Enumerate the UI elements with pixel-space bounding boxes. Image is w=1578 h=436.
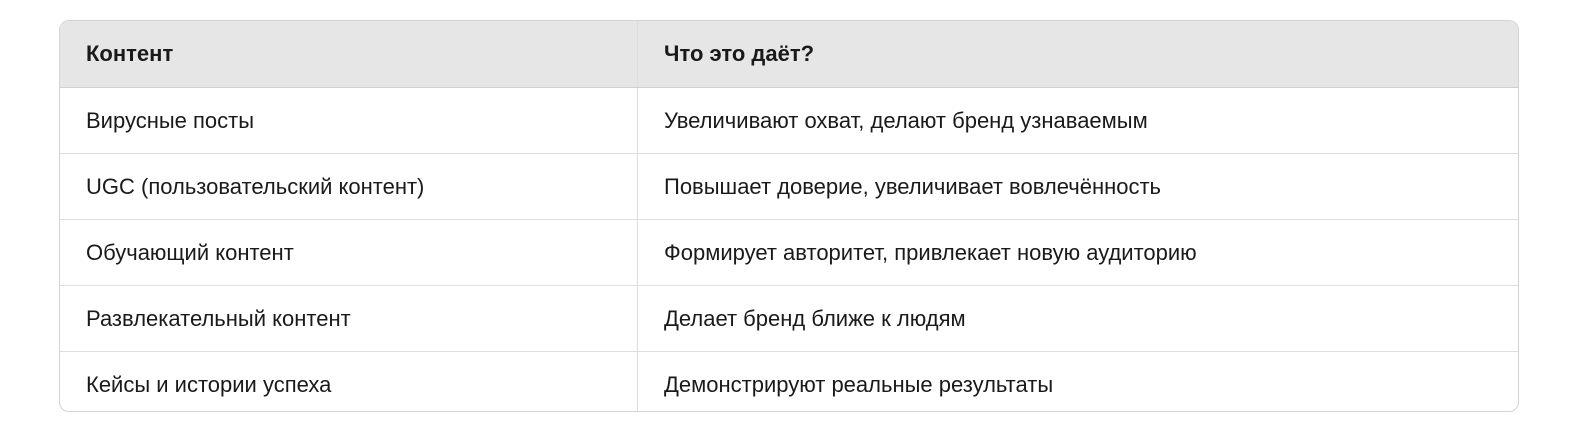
cell-content: Обучающий контент xyxy=(60,219,638,286)
table-row: Кейсы и истории успеха Демонстрируют реа… xyxy=(60,351,1518,411)
cell-benefit: Делает бренд ближе к людям xyxy=(637,285,1518,352)
cell-content: Развлекательный контент xyxy=(60,285,638,352)
table-row: Вирусные посты Увеличивают охват, делают… xyxy=(60,87,1518,154)
table-row: Обучающий контент Формирует авторитет, п… xyxy=(60,219,1518,286)
header-content: Контент xyxy=(60,21,638,88)
cell-content: Вирусные посты xyxy=(60,87,638,154)
content-table: Контент Что это даёт? Вирусные посты Уве… xyxy=(60,21,1518,411)
cell-benefit: Увеличивают охват, делают бренд узнаваем… xyxy=(664,107,1148,133)
table-row: Развлекательный контент Делает бренд бли… xyxy=(60,285,1518,352)
header-benefit: Что это даёт? xyxy=(637,21,1518,88)
cell-content: Кейсы и истории успеха xyxy=(60,351,638,411)
table-row: UGC (пользовательский контент) Повышает … xyxy=(60,153,1518,220)
cell-content: UGC (пользовательский контент) xyxy=(60,153,638,220)
content-table-container: Контент Что это даёт? Вирусные посты Уве… xyxy=(59,20,1519,412)
cell-benefit: Формирует авторитет, привлекает новую ау… xyxy=(637,219,1518,286)
cell-benefit: Повышает доверие, увеличивает вовлечённо… xyxy=(637,153,1518,220)
table-header-row: Контент Что это даёт? xyxy=(60,21,1518,88)
cell-benefit: Демонстрируют реальные результаты xyxy=(637,351,1518,411)
